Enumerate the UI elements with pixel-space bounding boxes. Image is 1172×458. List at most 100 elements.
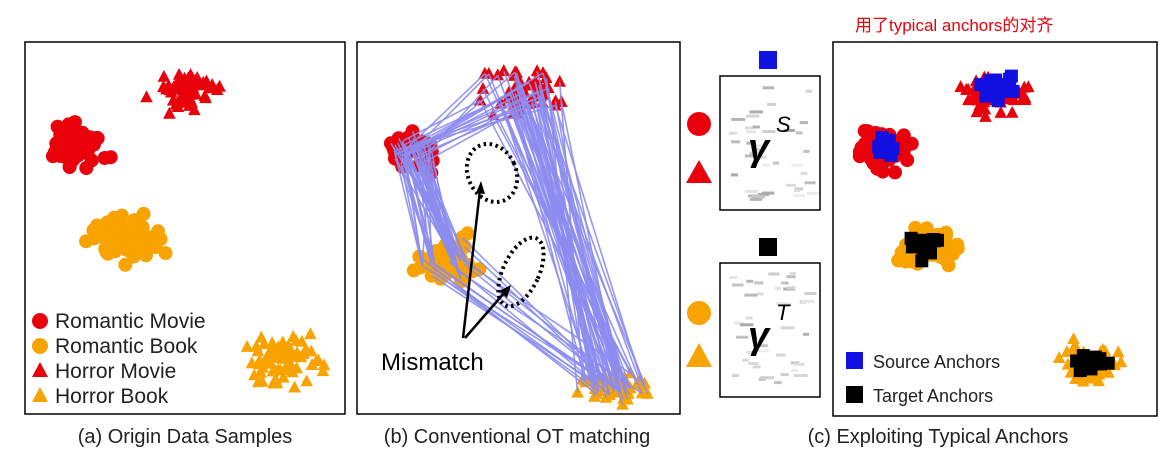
- matrix-cell: [768, 272, 780, 276]
- gamma-target-cells: [729, 271, 817, 385]
- matrix-cell: [783, 129, 796, 132]
- horror-movie-point: [954, 80, 967, 93]
- romantic-book-point: [898, 254, 913, 269]
- matrix-cell: [760, 376, 774, 380]
- matrix-cell: [786, 286, 796, 290]
- matrix-cell: [781, 281, 789, 285]
- matrix-cell: [745, 316, 753, 320]
- matrix-cell: [761, 191, 775, 195]
- horror-movie-point: [1005, 105, 1019, 118]
- legend-horror-movie-label: Horror Movie: [55, 360, 176, 383]
- ot-match-line: [405, 73, 486, 150]
- matrix-cell: [744, 126, 755, 130]
- horror-movie-point: [510, 65, 523, 78]
- romantic-book-point: [933, 248, 948, 262]
- horror-book-point: [277, 370, 290, 383]
- panel-a-legend: Romantic Movie Romantic Book Horror Movi…: [32, 310, 206, 408]
- matrix-cell: [744, 190, 759, 193]
- matrix-cell: [746, 141, 756, 145]
- legend-horror-book-label: Horror Book: [55, 385, 169, 408]
- source-anchor: [886, 142, 900, 156]
- legend-source-anchor-marker: [846, 352, 863, 369]
- panel-b-ot-lines: [390, 70, 649, 406]
- horror-book-point: [304, 344, 318, 357]
- romantic-book-point: [132, 241, 147, 256]
- panel-a-points: [45, 67, 331, 393]
- horror-book-point: [1088, 371, 1102, 384]
- horror-book-point: [289, 333, 303, 346]
- romantic-book-point: [114, 208, 129, 223]
- romantic-movie-point: [83, 137, 98, 152]
- ot-match-line: [457, 270, 643, 395]
- gamma-source-superscript: S: [776, 112, 791, 137]
- gamma-target-symbol: γ: [748, 315, 771, 357]
- mismatch-ellipse-upper: [464, 141, 520, 205]
- horror-movie-point: [203, 81, 216, 94]
- legend-romantic-book-label: Romantic Book: [55, 335, 198, 358]
- horror-book-point: [1102, 365, 1115, 378]
- horror-movie-point: [198, 89, 212, 101]
- matrix-cell: [756, 292, 764, 296]
- horror-movie-point: [539, 71, 553, 84]
- horror-book-point: [251, 344, 265, 357]
- horror-book-point: [264, 356, 277, 369]
- source-anchor: [991, 94, 1005, 108]
- panel-b-caption: (b) Conventional OT matching: [384, 426, 650, 448]
- matrix-cell: [800, 171, 808, 175]
- matrix-cell: [757, 349, 770, 353]
- matrix-cell: [728, 131, 737, 135]
- horror-movie-point: [497, 64, 511, 77]
- source-anchor: [979, 89, 993, 103]
- ot-match-line: [404, 95, 541, 157]
- matrix-cell: [776, 353, 786, 357]
- matrix-cell: [754, 281, 764, 285]
- mismatch-arrow-lower-head: [499, 285, 511, 298]
- ot-match-line: [515, 72, 611, 396]
- target-anchor: [904, 231, 918, 245]
- ot-match-line: [428, 74, 499, 153]
- legend-target-anchor-marker: [846, 386, 863, 403]
- horror-movie-point: [163, 106, 176, 119]
- ot-match-line: [503, 70, 627, 383]
- horror-book-point: [271, 351, 284, 363]
- legend-horror-book-marker: [32, 387, 48, 402]
- source-square-icon: [759, 51, 777, 69]
- matrix-cell: [730, 173, 738, 177]
- matrix-cell: [762, 163, 770, 167]
- target-anchor: [915, 254, 929, 268]
- matrix-cell: [804, 181, 816, 185]
- gamma-target-superscript: T: [776, 300, 791, 325]
- matrix-cell: [734, 321, 744, 325]
- matrix-cell: [791, 163, 804, 167]
- matrix-cell: [748, 362, 759, 365]
- ot-match-line: [512, 113, 606, 388]
- horror-triangle-icon: [686, 160, 712, 183]
- mismatch-arrow-lower: [464, 291, 506, 339]
- horror-movie-point: [491, 68, 505, 81]
- horror-book-point: [1069, 372, 1082, 385]
- matrix-cell: [804, 292, 817, 296]
- matrix-cell: [786, 183, 797, 187]
- matrix-cell: [746, 130, 757, 134]
- horror-movie-point: [976, 99, 990, 112]
- horror-book-triangle-icon: [686, 343, 712, 367]
- ot-match-line: [400, 113, 514, 164]
- romantic-book-point: [122, 234, 137, 249]
- matrix-cell: [749, 110, 763, 114]
- matrix-cell: [758, 377, 766, 381]
- horror-book-point: [1114, 355, 1128, 368]
- matrix-cell: [731, 374, 740, 378]
- horror-movie-point: [165, 85, 178, 98]
- panel-c: Source Anchors Target Anchors (c) Exploi…: [808, 41, 1158, 448]
- panel-c-caption: (c) Exploiting Typical Anchors: [808, 426, 1069, 448]
- ot-match-line: [461, 237, 622, 394]
- matrix-cell: [736, 335, 749, 339]
- matrix-cell: [752, 365, 761, 369]
- ot-match-line: [418, 255, 598, 395]
- ot-match-line: [516, 113, 591, 382]
- horror-book-point: [257, 337, 271, 350]
- ot-match-line: [401, 141, 462, 280]
- ot-match-line: [423, 163, 462, 261]
- horror-book-point: [312, 353, 325, 366]
- gamma-source-cells: [728, 86, 819, 201]
